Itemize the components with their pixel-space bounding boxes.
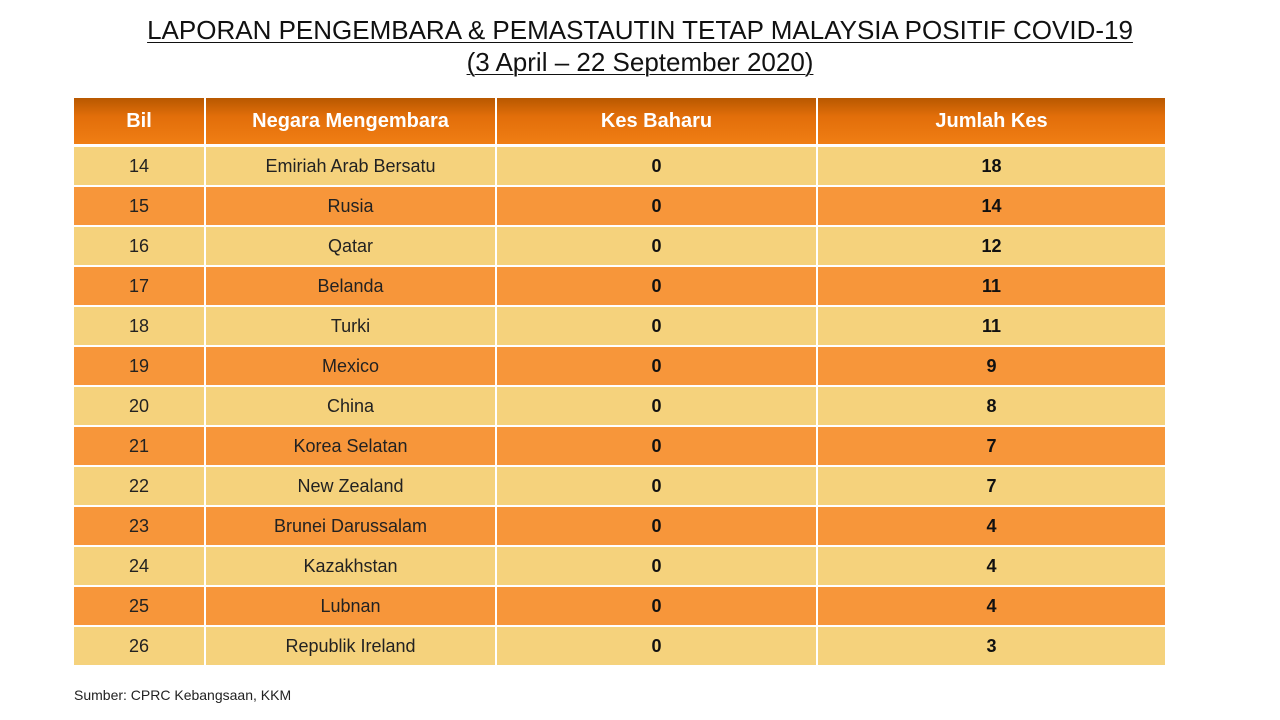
cell-kes-baharu: 0 xyxy=(495,546,817,587)
header-kes-baharu: Kes Baharu xyxy=(495,98,817,147)
cell-bil: 22 xyxy=(74,466,205,507)
table-row: 21 Korea Selatan 0 7 xyxy=(74,426,1165,467)
cell-negara: Mexico xyxy=(204,346,496,387)
cell-kes-baharu: 0 xyxy=(495,266,817,307)
cell-negara: Korea Selatan xyxy=(204,426,496,467)
cell-bil: 17 xyxy=(74,266,205,307)
cell-negara: Qatar xyxy=(204,226,496,267)
cell-bil: 16 xyxy=(74,226,205,267)
cell-negara: Lubnan xyxy=(204,586,496,627)
cell-negara: Republik Ireland xyxy=(204,626,496,667)
cell-negara: Kazakhstan xyxy=(204,546,496,587)
cell-jumlah-kes: 18 xyxy=(816,145,1165,187)
cell-jumlah-kes: 4 xyxy=(816,586,1165,627)
cell-jumlah-kes: 7 xyxy=(816,426,1165,467)
cell-bil: 19 xyxy=(74,346,205,387)
cell-bil: 15 xyxy=(74,186,205,227)
cell-jumlah-kes: 3 xyxy=(816,626,1165,667)
cell-kes-baharu: 0 xyxy=(495,306,817,347)
title-line-1: LAPORAN PENGEMBARA & PEMASTAUTIN TETAP M… xyxy=(147,15,1133,45)
cell-jumlah-kes: 4 xyxy=(816,546,1165,587)
table-header: Bil Negara Mengembara Kes Baharu Jumlah … xyxy=(74,98,1165,147)
cell-negara: Rusia xyxy=(204,186,496,227)
cell-negara: Turki xyxy=(204,306,496,347)
cell-kes-baharu: 0 xyxy=(495,346,817,387)
cell-bil: 18 xyxy=(74,306,205,347)
table-row: 25 Lubnan 0 4 xyxy=(74,586,1165,627)
cell-jumlah-kes: 11 xyxy=(816,266,1165,307)
header-jumlah-kes: Jumlah Kes xyxy=(816,98,1165,147)
cell-negara: Belanda xyxy=(204,266,496,307)
table-row: 26 Republik Ireland 0 3 xyxy=(74,626,1165,667)
table-row: 19 Mexico 0 9 xyxy=(74,346,1165,387)
table-row: 15 Rusia 0 14 xyxy=(74,186,1165,227)
cell-bil: 14 xyxy=(74,145,205,187)
cell-jumlah-kes: 7 xyxy=(816,466,1165,507)
cell-negara: Emiriah Arab Bersatu xyxy=(204,145,496,187)
cell-bil: 26 xyxy=(74,626,205,667)
source-note: Sumber: CPRC Kebangsaan, KKM xyxy=(74,687,292,703)
cell-bil: 24 xyxy=(74,546,205,587)
cell-jumlah-kes: 9 xyxy=(816,346,1165,387)
cell-kes-baharu: 0 xyxy=(495,626,817,667)
table-row: 16 Qatar 0 12 xyxy=(74,226,1165,267)
table-row: 23 Brunei Darussalam 0 4 xyxy=(74,506,1165,547)
table-row: 22 New Zealand 0 7 xyxy=(74,466,1165,507)
cell-jumlah-kes: 11 xyxy=(816,306,1165,347)
cell-kes-baharu: 0 xyxy=(495,506,817,547)
cell-bil: 21 xyxy=(74,426,205,467)
table-row: 24 Kazakhstan 0 4 xyxy=(74,546,1165,587)
cases-table: Bil Negara Mengembara Kes Baharu Jumlah … xyxy=(74,98,1165,667)
cell-jumlah-kes: 12 xyxy=(816,226,1165,267)
cell-kes-baharu: 0 xyxy=(495,466,817,507)
table-row: 17 Belanda 0 11 xyxy=(74,266,1165,307)
cell-kes-baharu: 0 xyxy=(495,426,817,467)
header-bil: Bil xyxy=(74,98,205,147)
cell-kes-baharu: 0 xyxy=(495,145,817,187)
cell-jumlah-kes: 8 xyxy=(816,386,1165,427)
cell-negara: New Zealand xyxy=(204,466,496,507)
table-row: 20 China 0 8 xyxy=(74,386,1165,427)
cell-negara: Brunei Darussalam xyxy=(204,506,496,547)
table-row: 14 Emiriah Arab Bersatu 0 18 xyxy=(74,145,1165,187)
cell-jumlah-kes: 4 xyxy=(816,506,1165,547)
cell-kes-baharu: 0 xyxy=(495,386,817,427)
cell-kes-baharu: 0 xyxy=(495,586,817,627)
title-line-2: (3 April – 22 September 2020) xyxy=(466,47,814,77)
cell-kes-baharu: 0 xyxy=(495,186,817,227)
cell-bil: 23 xyxy=(74,506,205,547)
page-title: LAPORAN PENGEMBARA & PEMASTAUTIN TETAP M… xyxy=(0,14,1280,78)
cell-kes-baharu: 0 xyxy=(495,226,817,267)
cell-negara: China xyxy=(204,386,496,427)
table-row: 18 Turki 0 11 xyxy=(74,306,1165,347)
header-negara: Negara Mengembara xyxy=(204,98,496,147)
cell-jumlah-kes: 14 xyxy=(816,186,1165,227)
cell-bil: 25 xyxy=(74,586,205,627)
cell-bil: 20 xyxy=(74,386,205,427)
